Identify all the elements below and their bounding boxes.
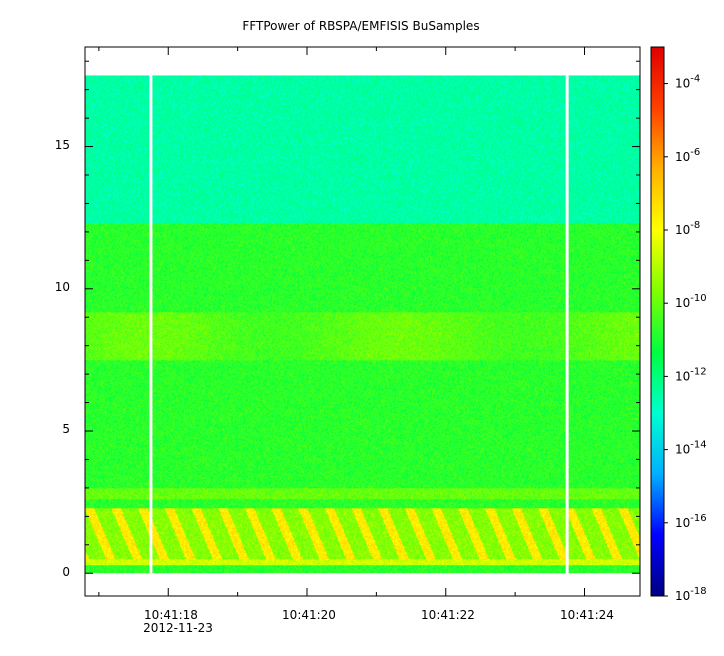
y-axis: 0 5 10 15 bbox=[55, 138, 70, 579]
data-gap-line-1 bbox=[565, 75, 569, 574]
y-tick-label-3: 15 bbox=[55, 138, 70, 152]
colorbar-tick-label-1: 10-6 bbox=[675, 147, 700, 164]
colorbar-tick-label-0: 10-4 bbox=[675, 74, 700, 91]
colorbar-tick-label-7: 10-18 bbox=[675, 586, 707, 603]
x-tick-label-0: 10:41:18 bbox=[144, 608, 198, 622]
y-tick-label-1: 5 bbox=[62, 422, 70, 436]
y-tick-label-2: 10 bbox=[55, 280, 70, 294]
colorbar-gradient bbox=[650, 46, 665, 597]
colorbar-tick-label-5: 10-14 bbox=[675, 440, 707, 457]
spectrogram-image bbox=[85, 75, 640, 574]
colorbar-tick-label-3: 10-10 bbox=[675, 293, 707, 310]
x-tick-label-1: 10:41:20 bbox=[282, 608, 336, 622]
colorbar-tick-label-2: 10-8 bbox=[675, 220, 700, 237]
x-axis: 10:41:18 2012-11-23 10:41:20 10:41:22 10… bbox=[143, 608, 614, 635]
x-tick-label-2: 10:41:22 bbox=[421, 608, 475, 622]
colorbar-tick-label-6: 10-16 bbox=[675, 513, 707, 530]
plot-frame bbox=[84, 46, 641, 597]
x-tick-sublabel-0: 2012-11-23 bbox=[143, 621, 213, 635]
colorbar: 10-4 10-6 10-8 10-10 10-12 10-14 10-16 10-18 bbox=[650, 46, 707, 603]
axis-ticks bbox=[85, 47, 640, 596]
chart-title: FFTPower of RBSPA/EMFISIS BuSamples bbox=[242, 19, 479, 33]
plot-area bbox=[85, 75, 640, 574]
x-tick-label-3: 10:41:24 bbox=[560, 608, 614, 622]
colorbar-tick-label-4: 10-12 bbox=[675, 366, 707, 383]
data-gap-line-0 bbox=[149, 75, 153, 574]
y-tick-label-0: 0 bbox=[62, 565, 70, 579]
